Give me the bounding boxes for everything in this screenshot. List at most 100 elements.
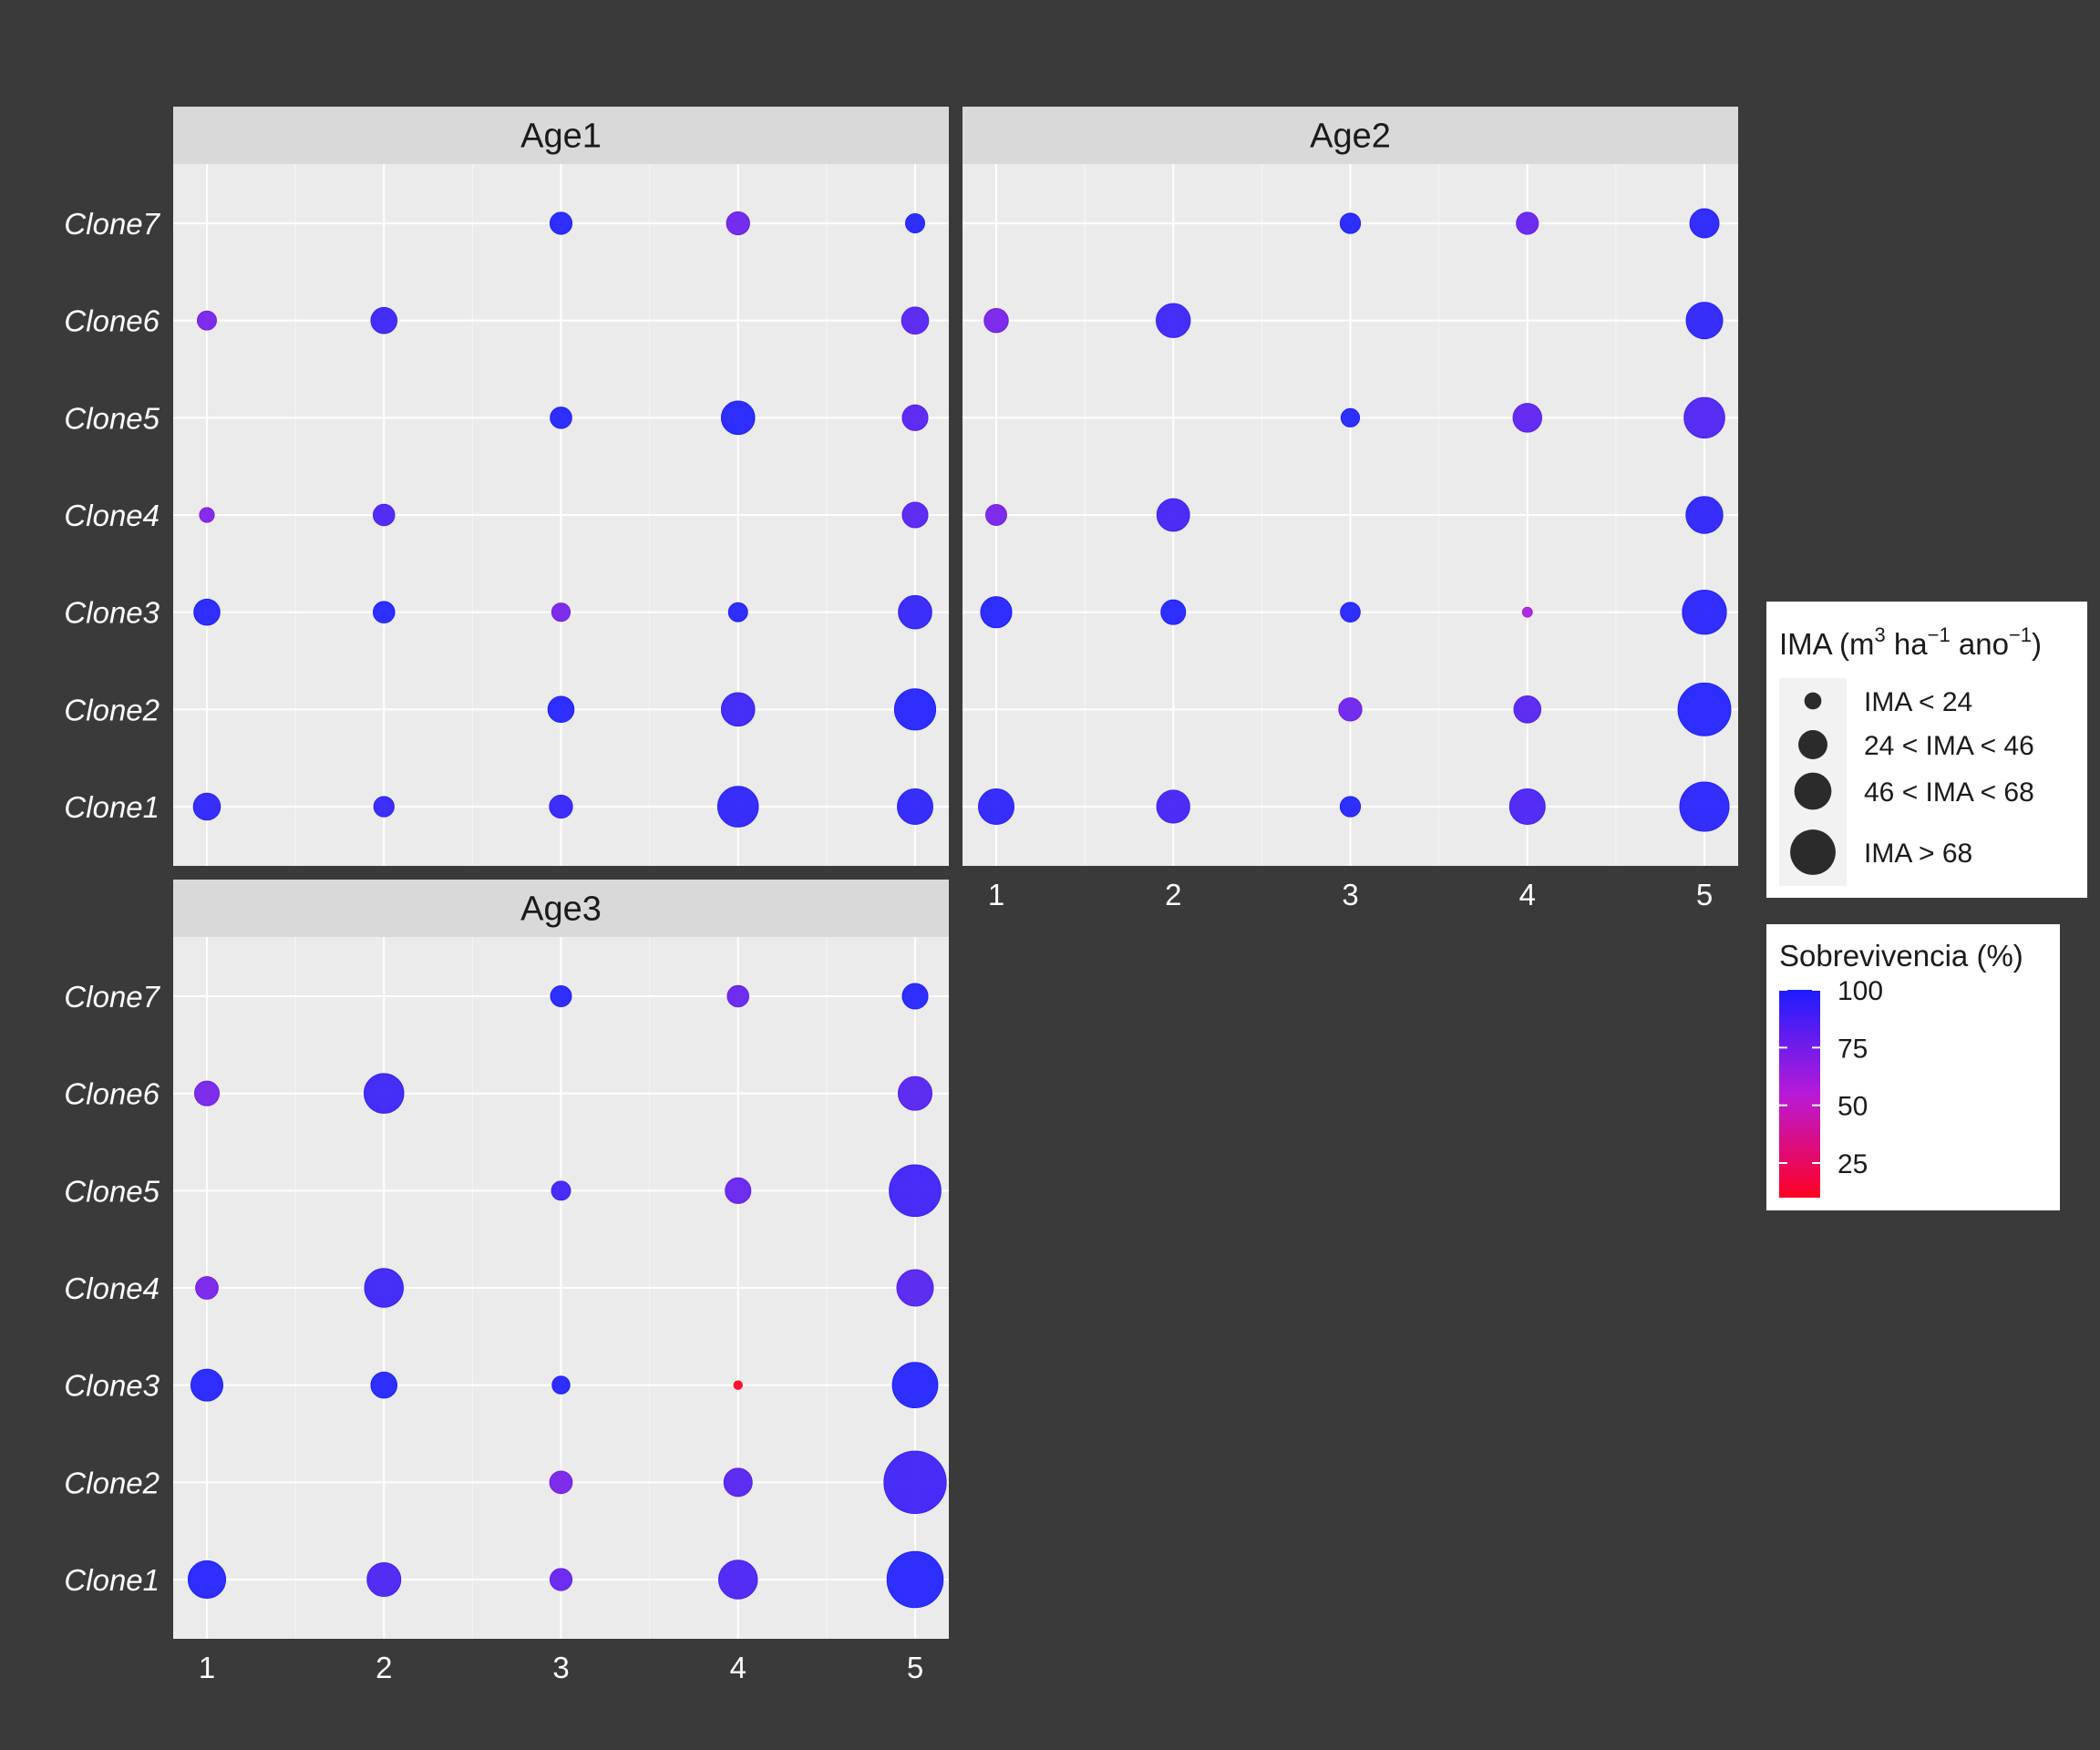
data-point-clone5-x5 <box>889 1164 942 1218</box>
color-legend: Sobrevivencia (%) 100 75 50 25 <box>1766 924 2060 1210</box>
x-tick-label: 1 <box>988 878 1004 911</box>
color-legend-label: 75 <box>1838 1034 1868 1064</box>
data-point-clone2-x3 <box>1338 697 1363 722</box>
axis-labels: Clone1 Clone2 Clone3 Clone4 Clone5 Clone6 Clon… <box>64 207 1713 1684</box>
size-legend-key <box>1804 692 1822 710</box>
data-point-clone1-x5 <box>886 1550 944 1609</box>
data-point-clone7-x3 <box>550 985 572 1007</box>
data-point-clone1-x4 <box>1508 788 1546 825</box>
y-tick-label: Clone7 <box>64 980 160 1014</box>
data-point-clone3-x5 <box>891 1362 939 1409</box>
data-point-clone7-x4 <box>726 984 750 1008</box>
data-point-clone3-x1 <box>980 596 1013 629</box>
facet-strip <box>173 107 949 164</box>
data-point-clone4-x1 <box>199 507 215 523</box>
data-point-clone3-x1 <box>193 598 221 626</box>
data-point-clone3-x4 <box>1521 606 1533 618</box>
data-point-clone1-x5 <box>1679 781 1730 832</box>
data-point-clone1-x2 <box>373 796 395 818</box>
size-legend-key <box>1798 730 1827 759</box>
facet-panel-age2: Age2 <box>962 107 1738 866</box>
data-point-clone1-x3 <box>549 794 573 819</box>
x-tick-label: 4 <box>1519 878 1536 911</box>
data-point-clone4-x5 <box>896 1269 934 1307</box>
facet-panel-age1: Age1 <box>173 107 949 866</box>
y-tick-label: Clone3 <box>64 596 160 630</box>
data-point-clone1-x1 <box>192 792 221 821</box>
data-point-clone3-x2 <box>1160 599 1187 625</box>
color-legend-bar <box>1779 990 1820 1198</box>
data-point-clone6-x5 <box>901 306 930 335</box>
x-tick-label: 4 <box>730 1651 746 1684</box>
y-tick-label: Clone4 <box>64 1271 160 1305</box>
color-legend-label: 25 <box>1838 1149 1868 1179</box>
data-point-clone5-x5 <box>901 404 929 431</box>
data-point-clone5-x5 <box>1683 396 1725 439</box>
size-legend-key <box>1790 829 1836 875</box>
color-legend-label: 100 <box>1838 976 1883 1006</box>
data-point-clone6-x5 <box>1685 302 1724 340</box>
data-point-clone5-x3 <box>551 1180 571 1201</box>
x-tick-label: 2 <box>376 1651 392 1684</box>
data-point-clone6-x1 <box>983 307 1009 334</box>
y-tick-label: Clone4 <box>64 499 160 532</box>
y-tick-label: Clone6 <box>64 1077 160 1111</box>
facet-strip <box>173 880 949 937</box>
data-point-clone4-x2 <box>1156 498 1190 532</box>
size-legend-label: IMA > 68 <box>1864 839 1972 869</box>
data-point-clone7-x5 <box>905 213 925 233</box>
data-point-clone4-x1 <box>195 1276 219 1300</box>
size-legend-label: 24 < IMA < 46 <box>1864 731 2034 761</box>
data-point-clone2-x4 <box>720 692 756 727</box>
size-legend-entries: IMA < 24 24 < IMA < 46 46 < IMA < 68 IMA > … <box>1790 687 2034 875</box>
data-point-clone5-x4 <box>725 1177 752 1204</box>
size-legend-label: IMA < 24 <box>1864 687 1972 717</box>
x-tick-label: 5 <box>1696 878 1713 911</box>
data-point-clone3-x5 <box>898 594 932 630</box>
facet-panels: Age1 Age2 Age3 <box>173 107 1738 1639</box>
data-point-clone6-x1 <box>194 1080 220 1107</box>
y-tick-label: Clone5 <box>64 1174 160 1208</box>
data-point-clone3-x5 <box>1682 590 1727 635</box>
data-point-clone7-x3 <box>1339 212 1362 234</box>
y-tick-label: Clone5 <box>64 401 160 435</box>
size-legend: IMA (m3 ha−1 ano−1) IMA < 24 24 < IMA < 4… <box>1766 602 2087 898</box>
data-point-clone7-x4 <box>1516 211 1539 235</box>
data-point-clone6-x2 <box>1156 303 1191 338</box>
y-tick-label: Clone2 <box>64 693 160 726</box>
data-point-clone2-x4 <box>1513 695 1542 724</box>
data-point-clone6-x1 <box>197 310 217 331</box>
data-point-clone2-x5 <box>1677 682 1732 736</box>
color-legend-title: Sobrevivencia (%) <box>1779 939 2023 973</box>
data-point-clone6-x5 <box>897 1076 933 1111</box>
facet-panel-age3: Age3 <box>173 880 949 1639</box>
data-point-clone2-x5 <box>883 1450 947 1514</box>
data-point-clone1-x4 <box>717 1560 758 1600</box>
y-tick-label: Clone3 <box>64 1369 160 1403</box>
data-point-clone7-x5 <box>901 983 929 1010</box>
data-point-clone3-x2 <box>372 601 396 623</box>
data-point-clone6-x2 <box>363 1073 405 1114</box>
data-point-clone5-x4 <box>720 400 756 436</box>
data-point-clone5-x3 <box>1340 407 1361 427</box>
data-point-clone3-x4 <box>733 1380 743 1390</box>
data-point-clone1-x4 <box>716 786 759 828</box>
data-point-clone4-x2 <box>364 1268 405 1308</box>
data-point-clone5-x3 <box>550 407 572 429</box>
y-tick-label: Clone6 <box>64 304 160 338</box>
data-point-clone3-x2 <box>370 1371 398 1399</box>
data-point-clone2-x4 <box>723 1467 753 1498</box>
data-point-clone2-x5 <box>893 688 937 731</box>
data-point-clone5-x4 <box>1512 403 1542 433</box>
data-point-clone7-x3 <box>549 211 573 235</box>
data-point-clone3-x3 <box>551 1375 571 1395</box>
data-point-clone7-x4 <box>726 211 750 236</box>
color-legend-label: 50 <box>1838 1092 1868 1122</box>
data-point-clone4-x5 <box>901 501 929 529</box>
x-tick-label: 3 <box>1342 878 1358 911</box>
y-tick-label: Clone7 <box>64 207 160 241</box>
data-point-clone1-x3 <box>549 1568 573 1591</box>
y-tick-label: Clone1 <box>64 790 160 824</box>
data-point-clone4-x2 <box>372 503 396 527</box>
